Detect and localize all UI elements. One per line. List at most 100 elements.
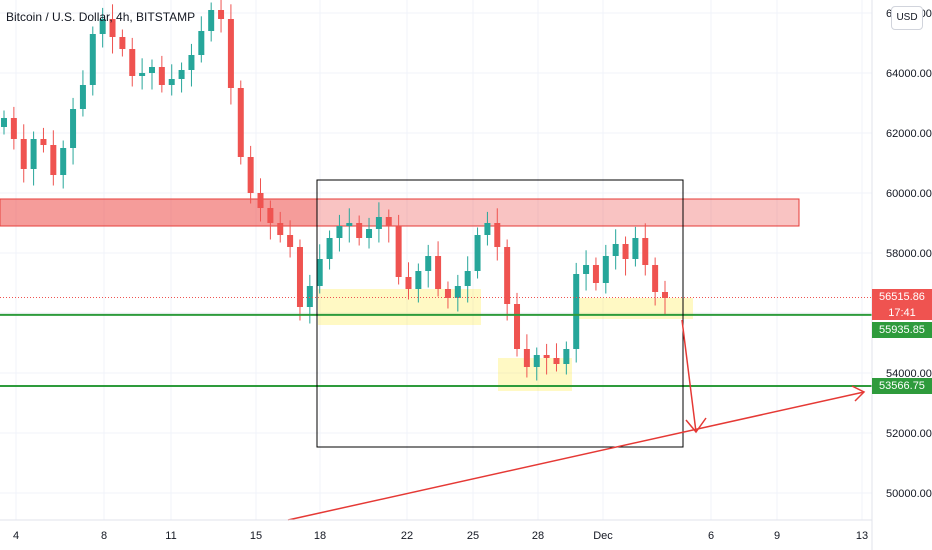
x-tick-label: 6 [708, 530, 714, 542]
candle-body [257, 193, 264, 208]
x-tick-label: 15 [250, 530, 262, 542]
candle-body [346, 223, 353, 226]
candle-body [385, 217, 392, 226]
candle-body [632, 238, 639, 259]
candle-body [514, 304, 521, 349]
candle-body [444, 289, 451, 298]
candle-body [168, 79, 175, 85]
candle-body [435, 256, 442, 289]
candle-body [573, 274, 580, 349]
candle-body [592, 265, 599, 283]
candle-body [662, 292, 668, 298]
candle-body [474, 235, 481, 271]
candle-body [30, 139, 37, 169]
candle-body [139, 73, 146, 76]
candle-body [99, 19, 106, 34]
candle-body [583, 265, 590, 274]
range-box [316, 179, 684, 448]
candle-body [523, 349, 530, 367]
candle-body [612, 244, 619, 256]
support-zone [318, 289, 481, 325]
candle-body [306, 286, 313, 307]
x-tick-label: 28 [532, 530, 544, 542]
y-tick-label: 60000.00 [886, 188, 932, 200]
candle-body [158, 67, 165, 85]
x-tick-label: 4 [13, 530, 19, 542]
chart-title: Bitcoin / U.S. Dollar, 4h, BITSTAMP [6, 10, 196, 24]
y-tick-label: 50000.00 [886, 488, 932, 500]
candle-body [218, 10, 225, 19]
level-price-tag: 55935.85 [872, 322, 932, 338]
annotation-drawings [0, 179, 872, 521]
candle-body [148, 67, 155, 73]
candle-body [277, 223, 284, 235]
candle-body [425, 256, 432, 271]
y-tick-label: 52000.00 [886, 428, 932, 440]
y-tick-label: 54000.00 [886, 368, 932, 380]
candle-body [415, 271, 422, 289]
candle-body [543, 355, 550, 358]
x-tick-label: 25 [467, 530, 479, 542]
candle-body [316, 259, 323, 286]
candle-body [553, 358, 560, 364]
candle-body [504, 247, 511, 304]
x-tick-label: 18 [314, 530, 326, 542]
candle-body [79, 85, 86, 109]
candle-body [267, 208, 274, 223]
candle-body [287, 235, 294, 247]
x-tick-label: 22 [401, 530, 413, 542]
candle-body [395, 226, 402, 277]
candle-body [109, 19, 116, 37]
candle-body [464, 271, 471, 286]
candle-body [563, 349, 570, 364]
candle-body [178, 70, 185, 79]
candle-body [20, 139, 27, 169]
y-tick-label: 64000.00 [886, 68, 932, 80]
projection-arrow-head [685, 417, 707, 434]
candle-body [89, 34, 96, 85]
currency-button[interactable]: USD [891, 6, 923, 30]
trend-line [287, 391, 865, 521]
y-tick-label: 58000.00 [886, 248, 932, 260]
projection-arrow [681, 319, 697, 433]
annotation-zones [0, 198, 800, 391]
bar-countdown-tag: 17:41 [872, 305, 932, 320]
candle-body [247, 157, 254, 193]
candlestick-series [1, 0, 668, 381]
candle-body [642, 238, 649, 265]
x-tick-label: 13 [856, 530, 868, 542]
candle-body [70, 109, 77, 148]
candle-body [652, 265, 659, 292]
candle-body [494, 223, 501, 247]
candle-body [50, 145, 57, 175]
candle-body [237, 88, 244, 157]
candle-body [227, 19, 234, 88]
candle-body [336, 226, 343, 238]
candle-body [484, 223, 491, 235]
trend-line-arrow-head [851, 385, 866, 402]
x-tick-label: 8 [101, 530, 107, 542]
candle-body [296, 247, 303, 307]
candle-body [208, 10, 215, 31]
candle-body [119, 37, 126, 49]
candle-body [198, 31, 205, 55]
candle-body [40, 139, 47, 145]
candle-body [602, 256, 609, 283]
x-tick-label: Dec [593, 530, 613, 542]
y-tick-label: 62000.00 [886, 128, 932, 140]
support-zone [573, 298, 693, 319]
candle-body [405, 277, 412, 289]
candle-body [533, 355, 540, 367]
level-price-tag: 53566.75 [872, 378, 932, 394]
candle-body [356, 223, 363, 238]
candle-body [375, 217, 382, 229]
x-tick-label: 11 [165, 530, 176, 542]
candle-body [60, 148, 67, 175]
candle-body [188, 55, 195, 70]
resistance-zone-overlap [0, 199, 317, 226]
candle-body [366, 229, 373, 238]
candle-body [10, 118, 17, 139]
x-tick-label: 9 [774, 530, 780, 542]
last-price-tag: 56515.86 [872, 289, 932, 305]
